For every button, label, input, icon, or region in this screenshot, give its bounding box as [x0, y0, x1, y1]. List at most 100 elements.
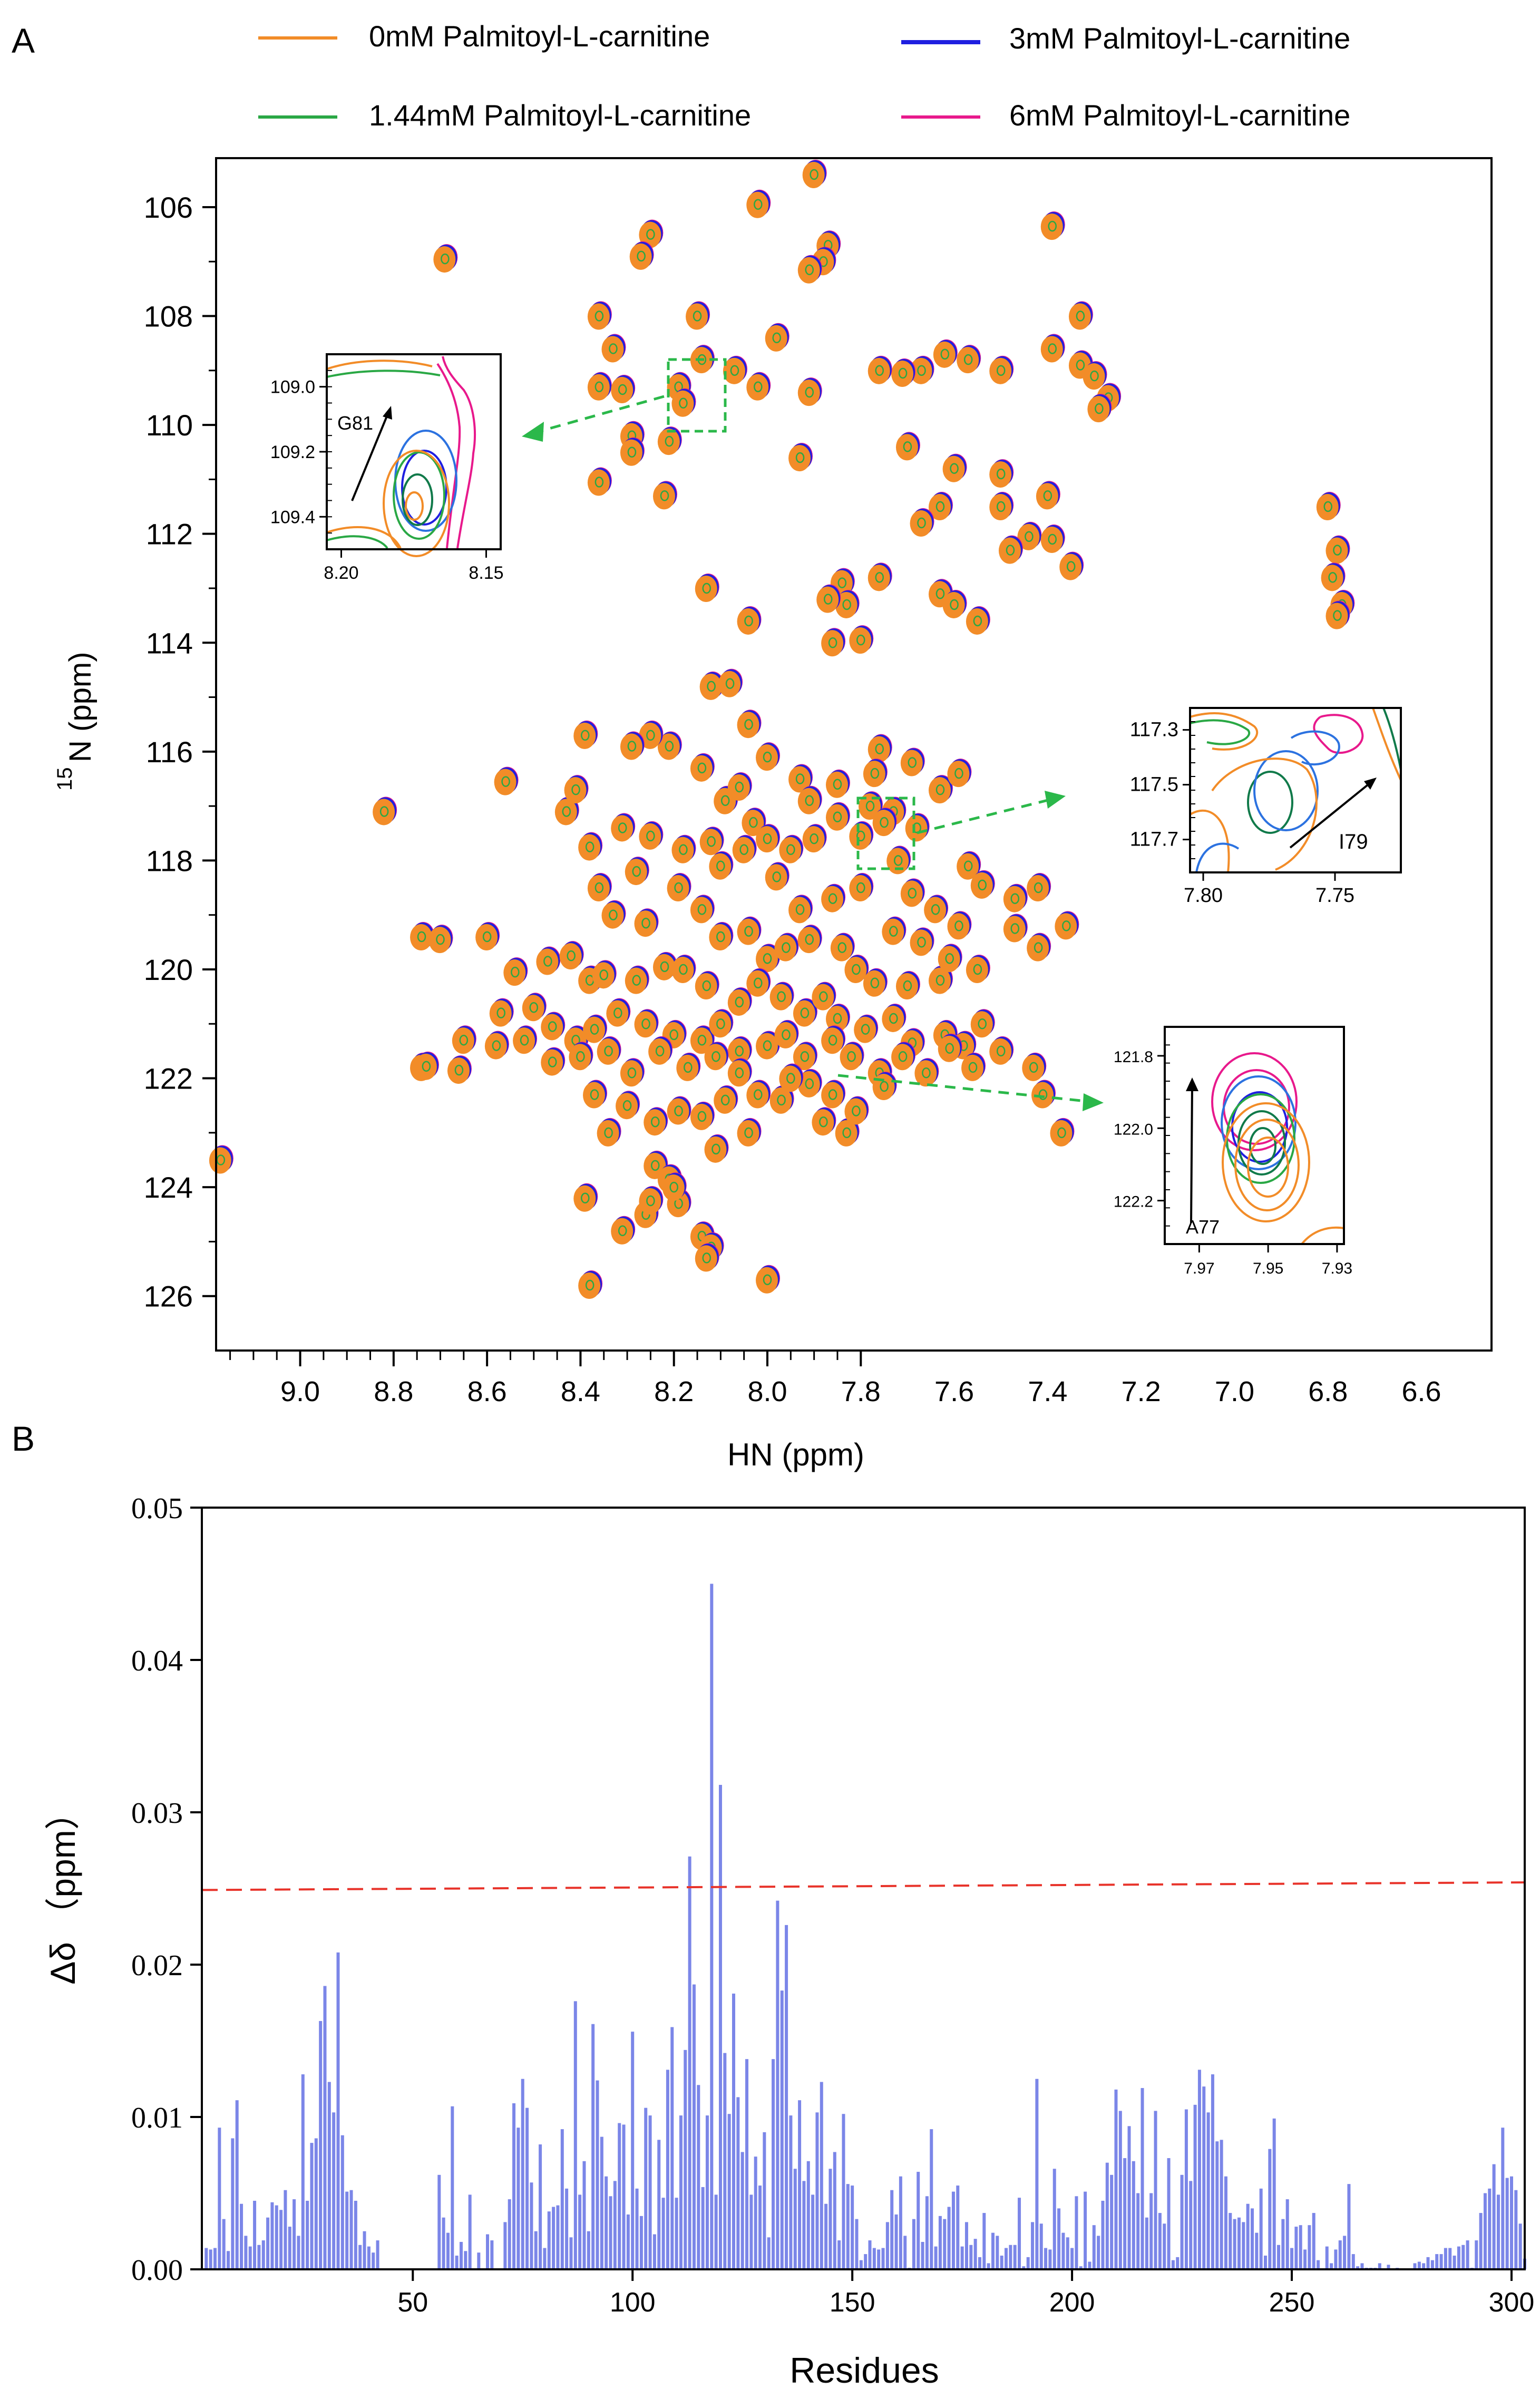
peak-0mM [616, 1093, 638, 1120]
bar [231, 2138, 235, 2269]
peak-0mM [812, 1109, 834, 1136]
peak-1.44mM [880, 1081, 889, 1092]
peak-1.44mM [739, 844, 748, 856]
peak-1.44mM [651, 1116, 660, 1128]
peak [699, 827, 724, 856]
peak-1.44mM [819, 991, 828, 1002]
inset-i79: I79 117.3 117.5 117.7 7.80 7.75 [1130, 707, 1402, 907]
peak-0mM [942, 591, 965, 618]
peak-0mM [709, 924, 732, 951]
inset-i79-shift-arrowhead [1364, 778, 1377, 790]
peak [573, 1183, 598, 1212]
peak [797, 925, 822, 954]
zoom-arrow-a77 [837, 1074, 1091, 1103]
peak-0mM [1027, 875, 1049, 902]
bar [864, 2254, 868, 2269]
peak [774, 933, 799, 961]
peak-1.44mM [594, 477, 604, 488]
peak [756, 944, 781, 973]
peak [611, 1216, 636, 1245]
x-tick-label: 50 [397, 2287, 428, 2318]
peak [821, 628, 846, 657]
inset-g81-contour-orange [383, 450, 450, 557]
peak-1.44mM [968, 1062, 978, 1073]
bar [1167, 2158, 1171, 2269]
bar [1084, 2191, 1087, 2269]
bar [837, 2240, 841, 2269]
bar [227, 2251, 230, 2269]
bar [1136, 2193, 1140, 2269]
bar [508, 2199, 511, 2269]
peak [709, 1009, 734, 1038]
y-tick-label: 110 [146, 409, 193, 442]
peak-0mM [788, 897, 811, 924]
bar [261, 2240, 265, 2269]
inset-g81-contour-bottom-left [326, 526, 402, 549]
peak-0mM [756, 744, 778, 771]
bar [1457, 2246, 1460, 2269]
x-tick-label: 7.0 [1215, 1376, 1254, 1407]
peak-0mM [910, 510, 932, 537]
peak-1.44mM [679, 397, 688, 409]
bar [560, 2129, 564, 2269]
inset-i79-contour-pink-top [1313, 714, 1364, 754]
peak-0mM [433, 246, 456, 273]
peak-1.44mM [627, 446, 637, 458]
y-tick-label: 112 [146, 518, 193, 551]
peak [797, 377, 822, 406]
bar [1255, 2232, 1259, 2269]
peak [625, 857, 649, 886]
peak-1.44mM [496, 1007, 505, 1018]
peak-0mM [657, 733, 680, 760]
peak-1.44mM [786, 844, 795, 856]
peak-1.44mM [590, 1024, 599, 1035]
peak [849, 625, 874, 654]
inset-x-tick-label: 7.75 [1315, 885, 1354, 907]
panel-a: A 0mM Palmitoyl-L-carnitine 1.44mM Palmi… [12, 20, 1493, 1472]
bar [675, 2198, 678, 2269]
x-tick-label: 7.8 [841, 1376, 881, 1407]
bar [758, 2186, 762, 2269]
bar [1338, 2240, 1342, 2269]
peak-1.44mM [735, 1067, 744, 1079]
peak-0mM [718, 671, 741, 697]
peak-1.44mM [632, 866, 641, 877]
bar [894, 2214, 898, 2269]
bar [1360, 2263, 1364, 2269]
bar [1035, 2079, 1039, 2269]
peak [569, 1042, 593, 1071]
peak [812, 982, 836, 1011]
peak-0mM [578, 1273, 601, 1299]
bar [666, 2070, 669, 2269]
peak-1.44mM [632, 975, 641, 986]
peak-0mM [1055, 913, 1077, 940]
peak-0mM [573, 722, 596, 749]
bar [679, 2115, 683, 2269]
bar [1224, 2176, 1227, 2269]
inset-a77-shift-arrow [1190, 1085, 1193, 1223]
peak-1.44mM [697, 904, 707, 915]
peak-1.44mM [763, 1274, 772, 1285]
peak-1.44mM [963, 860, 973, 871]
x-tick-label: 7.4 [1028, 1376, 1067, 1407]
peak-1.44mM [908, 888, 917, 899]
bar [288, 2227, 291, 2269]
peak-0mM [844, 956, 867, 983]
bar [451, 2106, 454, 2269]
peak [1083, 361, 1107, 390]
peak [644, 1107, 668, 1136]
peak-0mM [513, 1027, 535, 1054]
bar [297, 2236, 300, 2269]
inset-x-tick-label: 8.20 [324, 563, 358, 583]
bar [1351, 2254, 1355, 2269]
peak-0mM [639, 823, 661, 850]
bar [235, 2100, 239, 2269]
spectrum-y-axis: 106 108 110 112 114 116 118 120 122 124 126 [144, 191, 216, 1313]
inset-i79-background [1190, 708, 1401, 872]
inset-a77: A77 121.8 122.0 122.2 7.97 7.95 7.93 [1114, 1026, 1352, 1277]
peak [690, 1025, 715, 1054]
bar [1211, 2074, 1214, 2269]
bar [1132, 2161, 1135, 2269]
bar [437, 2174, 441, 2269]
bar [1127, 2126, 1131, 2269]
